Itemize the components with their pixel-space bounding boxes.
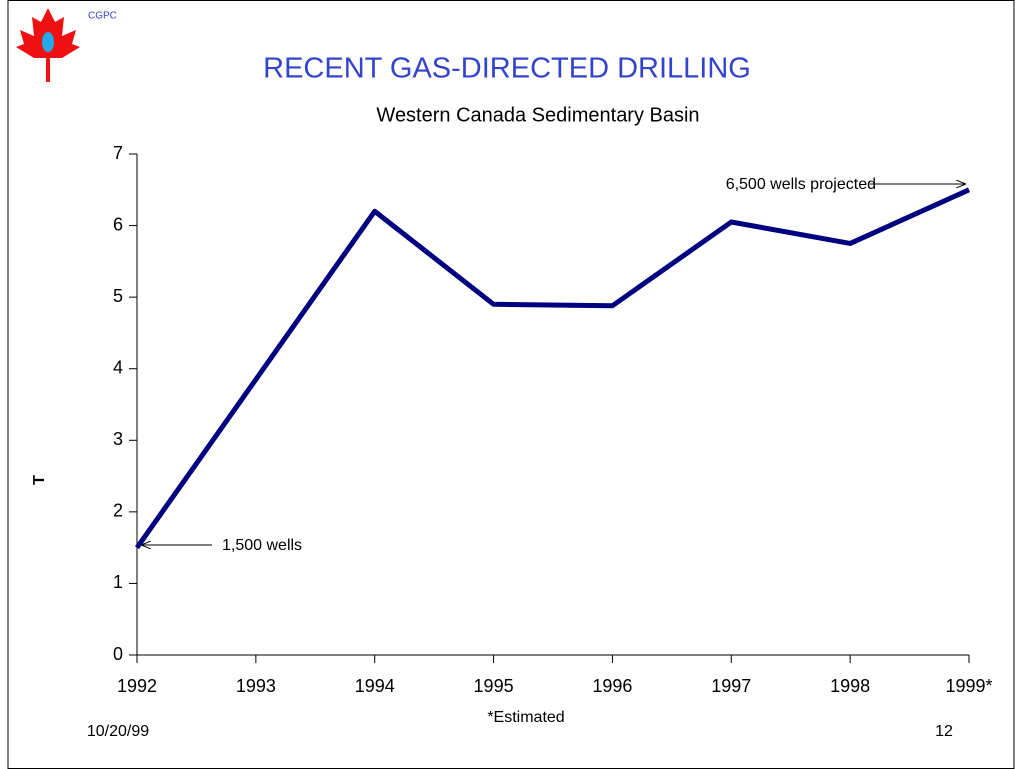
chart-subtitle: Western Canada Sedimentary Basin <box>376 104 699 126</box>
y-tick-label: 3 <box>113 429 123 449</box>
logo <box>16 8 80 82</box>
y-tick-label: 4 <box>113 357 123 377</box>
x-tick-label: 1996 <box>592 676 632 696</box>
date: 10/20/99 <box>87 723 149 740</box>
x-tick-label: 1999* <box>945 676 992 696</box>
data-line <box>134 187 971 550</box>
x-tick-label: 1995 <box>474 676 514 696</box>
y-tick-label: 2 <box>113 501 123 521</box>
chart-title: RECENT GAS-DIRECTED DRILLING <box>263 53 751 85</box>
y-tick-label: 1 <box>113 572 123 592</box>
y-axis-label: T <box>31 475 48 485</box>
annotation: 1,500 wells <box>222 537 302 554</box>
y-tick-label: 6 <box>113 214 123 234</box>
y-tick-label: 0 <box>113 644 123 664</box>
y-tick-label: 7 <box>113 143 123 163</box>
page-number: 12 <box>935 723 953 740</box>
x-tick-label: 1992 <box>117 676 157 696</box>
annotation: 6,500 wells projected <box>726 176 876 193</box>
x-tick-label: 1993 <box>236 676 276 696</box>
footnote: *Estimated <box>487 709 564 726</box>
x-tick-label: 1994 <box>355 676 395 696</box>
x-tick-label: 1998 <box>830 676 870 696</box>
y-tick-label: 5 <box>113 286 123 306</box>
x-tick-label: 1997 <box>711 676 751 696</box>
brand: CGPC <box>88 11 117 22</box>
